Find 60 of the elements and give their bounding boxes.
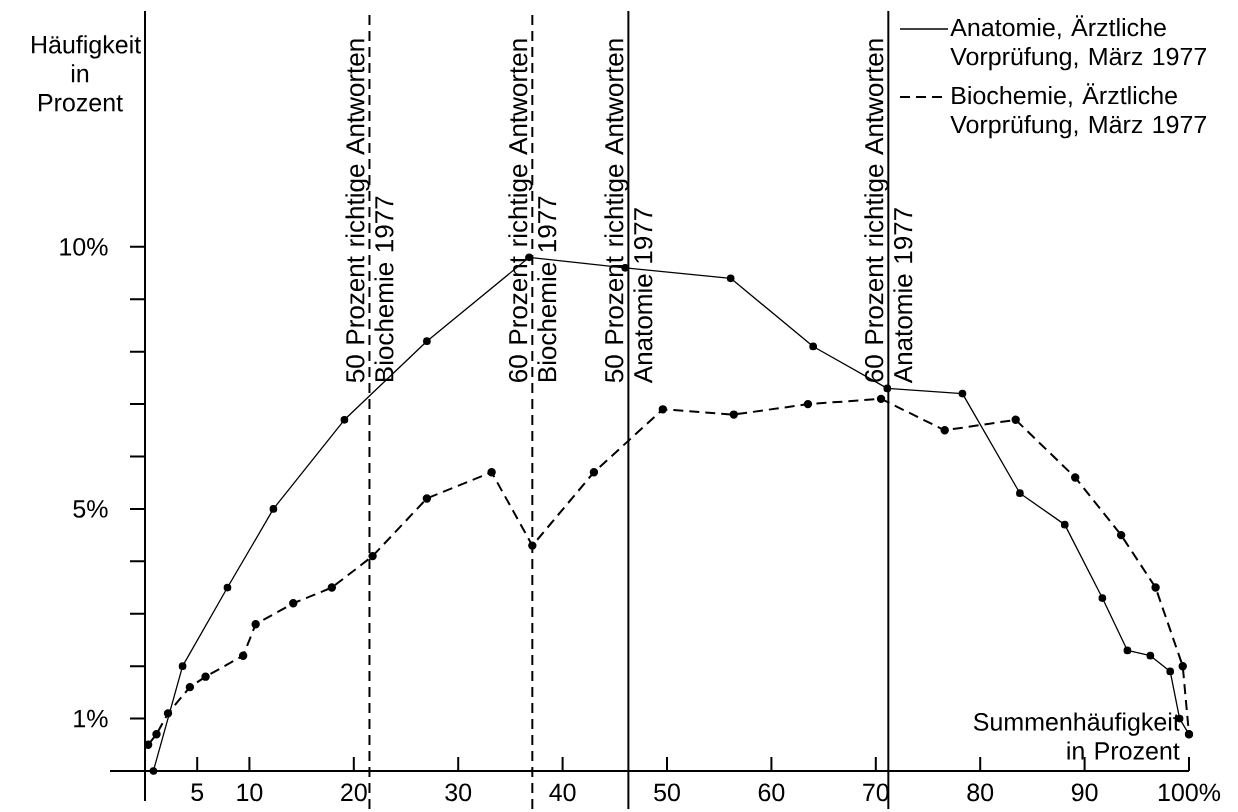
- point: [1146, 651, 1155, 660]
- point: [1178, 661, 1187, 671]
- point: [883, 384, 892, 393]
- point: [251, 620, 260, 629]
- point: [958, 389, 967, 398]
- point: [726, 274, 735, 283]
- point: [658, 405, 668, 414]
- ref-line-label: 50 Prozent richtige Antworten Anatomie 1977: [604, 39, 653, 384]
- point: [487, 468, 496, 477]
- x-tick-label: 50: [654, 783, 680, 802]
- ref-line-label: 60 Prozent richtige Antworten Anatomie 1977: [864, 39, 913, 384]
- point: [340, 415, 349, 424]
- point: [940, 426, 949, 435]
- point: [729, 410, 739, 419]
- point: [422, 494, 432, 503]
- x-tick-label: 40: [549, 783, 576, 802]
- x-tick-label: 100%: [1158, 783, 1221, 802]
- legend-label: Anatomie, Ärztliche Vorprüfung, März 1977: [950, 15, 1206, 71]
- x-tick-label: 5: [191, 783, 204, 801]
- point: [201, 672, 210, 681]
- y-tick-label: 5%: [73, 500, 108, 518]
- point: [327, 583, 337, 592]
- x-tick-label: 30: [445, 783, 472, 802]
- point: [809, 342, 818, 351]
- legend-label: Biochemie, Ärztliche Vorprüfung, März 1977: [950, 83, 1206, 139]
- point: [1098, 594, 1107, 602]
- point: [238, 651, 248, 660]
- x-tick-label: 60: [758, 783, 785, 802]
- point: [1060, 520, 1069, 529]
- point: [1123, 646, 1132, 655]
- y-axis-title: Häufigkeit in Prozent: [32, 35, 141, 112]
- x-tick-label: 90: [1071, 783, 1098, 802]
- x-axis-title: Summenhäufigkeit in Prozent: [973, 712, 1180, 760]
- point: [185, 682, 195, 692]
- point: [1071, 473, 1080, 482]
- point: [1011, 415, 1020, 425]
- point: [1166, 667, 1175, 676]
- x-tick-label: 80: [967, 783, 994, 802]
- point: [289, 599, 298, 608]
- point: [163, 709, 173, 718]
- y-tick-label: 10%: [60, 238, 108, 256]
- point: [528, 541, 537, 550]
- point: [803, 399, 813, 409]
- point: [1016, 489, 1024, 498]
- point: [423, 337, 431, 346]
- ref-line-label: 50 Prozent richtige Antworten Biochemie 1977: [345, 39, 394, 383]
- point: [368, 551, 377, 561]
- point: [223, 583, 232, 592]
- point: [876, 394, 886, 404]
- x-tick-label: 20: [341, 783, 367, 802]
- point: [178, 662, 187, 671]
- point: [152, 730, 161, 739]
- point: [589, 468, 599, 477]
- ref-line-label: 60 Prozent richtige Antworten Biochemie 1977: [508, 39, 557, 382]
- point: [1116, 530, 1126, 540]
- y-tick-label: 1%: [74, 709, 108, 728]
- point: [149, 767, 158, 775]
- point: [269, 505, 278, 513]
- point: [1151, 583, 1160, 592]
- x-tick-label: 10: [237, 783, 263, 802]
